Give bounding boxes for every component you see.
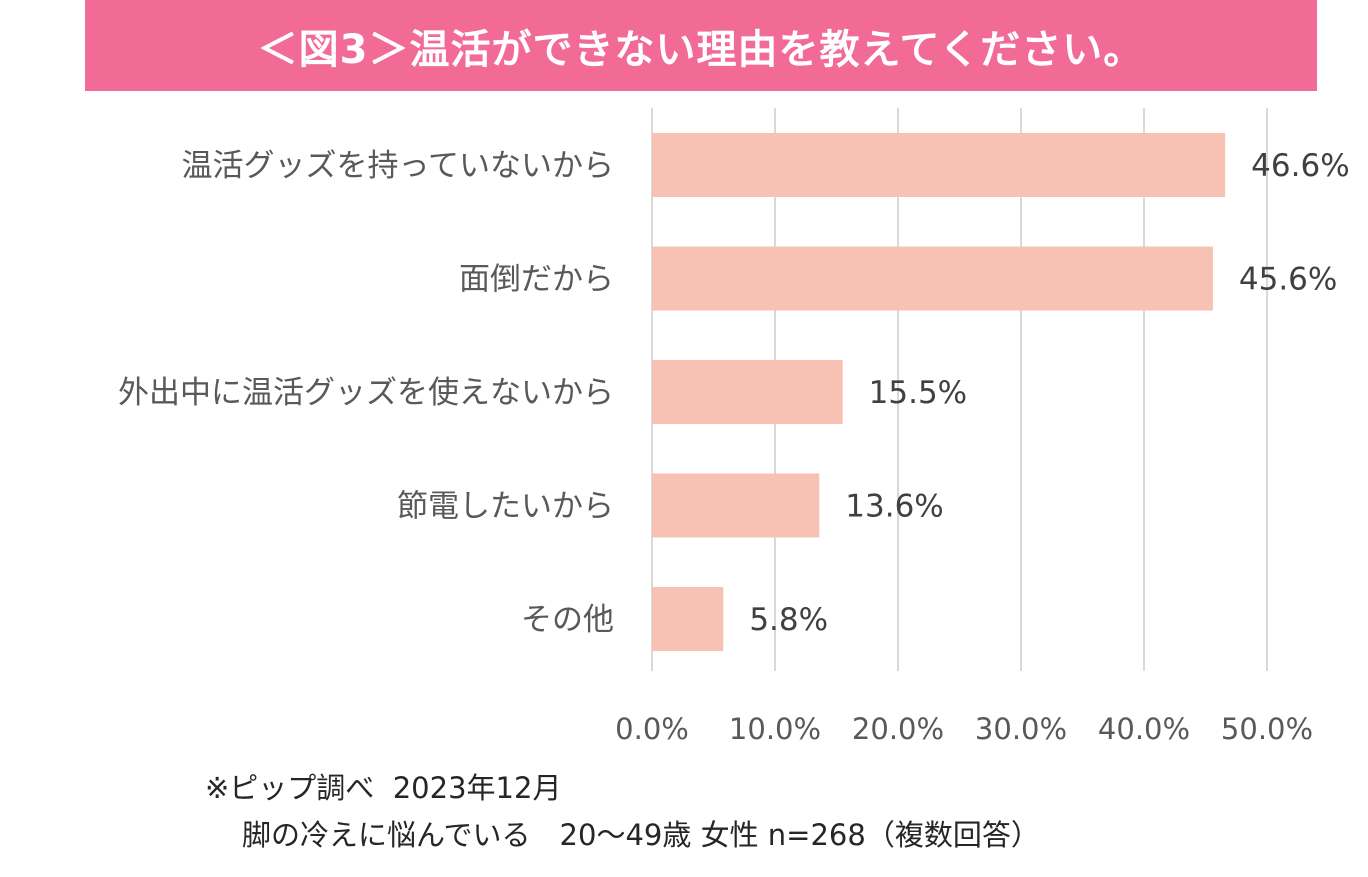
category-label: その他 bbox=[521, 602, 614, 638]
x-tick-label: 20.0% bbox=[852, 712, 944, 746]
category-label: 面倒だから bbox=[459, 262, 614, 298]
footnote-sample: 脚の冷えに悩んでいる 20～49歳 女性 n=268（複数回答） bbox=[242, 818, 1040, 852]
x-tick-label: 50.0% bbox=[1221, 712, 1313, 746]
x-tick-label: 30.0% bbox=[975, 712, 1067, 746]
bar bbox=[652, 133, 1226, 197]
category-label: 外出中に温活グッズを使えないから bbox=[118, 375, 614, 411]
bar-chart: 温活グッズを持っていないから 46.6% 面倒だから 45.6% 外出中に温活グッズを使… bbox=[118, 108, 1350, 746]
value-label: 5.8% bbox=[749, 602, 828, 638]
category-label: 温活グッズを持っていないから bbox=[182, 148, 614, 184]
value-label: 45.6% bbox=[1239, 262, 1337, 298]
value-label: 15.5% bbox=[869, 375, 967, 411]
bar bbox=[652, 360, 843, 424]
x-tick-label: 40.0% bbox=[1098, 712, 1190, 746]
value-label: 46.6% bbox=[1251, 148, 1349, 184]
x-tick-label: 0.0% bbox=[615, 712, 689, 746]
footnote-source: ※ピップ調べ 2023年12月 bbox=[205, 771, 562, 805]
bar bbox=[652, 473, 820, 538]
x-tick-label: 10.0% bbox=[729, 712, 821, 746]
value-label: 13.6% bbox=[845, 489, 943, 525]
bar bbox=[652, 246, 1213, 311]
chart-title: ＜図3＞温活ができない理由を教えてください。 bbox=[257, 26, 1145, 73]
title-banner: ＜図3＞温活ができない理由を教えてください。 bbox=[85, 0, 1317, 91]
category-label: 節電したいから bbox=[397, 489, 614, 525]
bar bbox=[652, 587, 724, 651]
